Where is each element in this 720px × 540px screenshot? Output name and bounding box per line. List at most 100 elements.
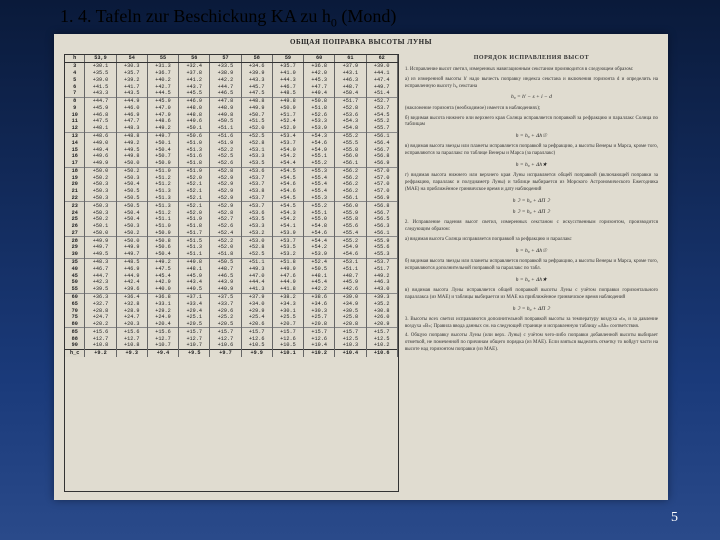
foot-cell: +10.6	[366, 349, 397, 356]
data-cell: +52.0	[179, 174, 210, 181]
table-row: 27+50.0+50.2+50.9+51.7+52.4+53.2+53.9+54…	[65, 230, 397, 237]
data-cell: +44.7	[85, 97, 116, 104]
data-cell: +43.9	[210, 279, 241, 286]
data-cell: +54.9	[304, 146, 335, 153]
data-cell: +45.4	[304, 279, 335, 286]
data-cell: +55.2	[335, 237, 366, 244]
table-row: 21+50.3+50.5+51.3+52.1+52.9+53.8+54.6+55…	[65, 188, 397, 195]
data-cell: +57.0	[366, 181, 397, 188]
data-cell: +25.7	[304, 314, 335, 321]
data-cell: +53.3	[304, 118, 335, 125]
data-cell: +25.8	[335, 314, 366, 321]
stub-cell: 28	[65, 237, 85, 244]
data-cell: +10.7	[179, 342, 210, 349]
table-row: 25+50.2+50.4+51.1+51.9+52.7+53.5+54.2+55…	[65, 216, 397, 223]
instr-p1: 1. Исправление высот светил, измеренных …	[405, 67, 658, 74]
table-col-header: 59	[272, 55, 303, 62]
data-cell: +52.5	[241, 251, 272, 258]
data-cell: +34.6	[241, 62, 272, 69]
data-cell: +45.4	[147, 272, 178, 279]
formula-7: h☽ = h₀ + ΔΠ☽	[405, 306, 658, 313]
data-cell: +12.6	[241, 335, 272, 342]
data-cell: +20.7	[272, 321, 303, 328]
data-cell: +49.5	[85, 251, 116, 258]
data-cell: +51.2	[147, 174, 178, 181]
data-cell: +26.0	[366, 314, 397, 321]
data-cell: +12.5	[366, 335, 397, 342]
data-cell: +55.5	[335, 139, 366, 146]
table-row: 80+20.2+20.3+20.4+20.5+20.5+20.6+20.7+20…	[65, 321, 397, 328]
data-cell: +50.8	[304, 97, 335, 104]
stub-cell: 5	[65, 76, 85, 83]
data-cell: +52.4	[304, 258, 335, 265]
data-cell: +33.7	[210, 300, 241, 307]
instr-p1b: (наклонение горизонта (необходимое) имее…	[405, 106, 658, 113]
table-row: 24+50.3+50.4+51.2+52.0+52.8+53.6+54.3+55…	[65, 209, 397, 216]
data-cell: +50.2	[116, 167, 147, 174]
data-cell: +32.8	[116, 300, 147, 307]
data-cell: +47.4	[366, 76, 397, 83]
formula-1: h₀ = h′ − s + i − d	[405, 94, 658, 101]
data-cell: +55.6	[335, 223, 366, 230]
data-cell: +54.0	[272, 146, 303, 153]
stub-cell: 35	[65, 258, 85, 265]
data-cell: +46.9	[116, 111, 147, 118]
data-cell: +15.6	[147, 328, 178, 335]
data-cell: +50.0	[116, 237, 147, 244]
instr-p9: 4. Общую поправку высоты Луны (или верх.…	[405, 333, 658, 353]
data-cell: +50.1	[147, 139, 178, 146]
data-cell: +57.0	[366, 188, 397, 195]
data-cell: +52.6	[210, 160, 241, 167]
data-cell: +50.0	[116, 160, 147, 167]
data-cell: +46.0	[116, 104, 147, 111]
data-cell: +49.7	[147, 132, 178, 139]
stub-cell: 19	[65, 174, 85, 181]
stub-cell: 45	[65, 272, 85, 279]
data-cell: +52.2	[210, 146, 241, 153]
data-cell: +24.7	[85, 314, 116, 321]
data-cell: +41.0	[272, 70, 303, 77]
stub-cell: 55	[65, 286, 85, 293]
table-row: 65+32.7+32.8+33.1+33.4+33.7+34.0+34.3+34…	[65, 300, 397, 307]
data-cell: +32.7	[85, 300, 116, 307]
stub-cell: 50	[65, 279, 85, 286]
instr-p8: 3. Высоты всех светил исправляются допол…	[405, 317, 658, 331]
data-cell: +49.2	[366, 272, 397, 279]
data-cell: +29.9	[241, 307, 272, 314]
data-cell: +52.0	[179, 209, 210, 216]
data-cell: +54.5	[366, 111, 397, 118]
data-cell: +38.6	[304, 293, 335, 300]
table-col-header: 60	[304, 55, 335, 62]
data-cell: +12.6	[272, 335, 303, 342]
data-cell: +55.3	[366, 251, 397, 258]
data-cell: +52.8	[241, 244, 272, 251]
data-cell: +55.2	[304, 160, 335, 167]
data-cell: +46.3	[366, 279, 397, 286]
data-cell: +10.2	[366, 342, 397, 349]
data-cell: +39.3	[366, 293, 397, 300]
data-cell: +50.3	[85, 181, 116, 188]
data-cell: +51.0	[147, 223, 178, 230]
table-row: 13+48.6+48.8+49.7+50.6+51.6+52.5+53.4+54…	[65, 132, 397, 139]
instr-p3: в) видимая высота звезды или планеты исп…	[405, 144, 658, 158]
data-cell: +51.3	[147, 195, 178, 202]
data-cell: +10.5	[241, 342, 272, 349]
data-cell: +10.3	[335, 342, 366, 349]
data-cell: +54.8	[304, 223, 335, 230]
data-cell: +47.7	[304, 83, 335, 90]
table-row: 40+46.7+46.9+47.5+48.1+48.7+49.3+49.9+50…	[65, 265, 397, 272]
data-cell: +49.2	[147, 258, 178, 265]
table-row: 88+12.7+12.7+12.7+12.7+12.7+12.6+12.6+12…	[65, 335, 397, 342]
data-cell: +42.4	[116, 279, 147, 286]
data-cell: +30.8	[366, 307, 397, 314]
heading-text-post: (Mond)	[337, 6, 397, 26]
data-cell: +46.9	[179, 97, 210, 104]
data-cell: +56.2	[335, 167, 366, 174]
data-cell: +55.9	[335, 209, 366, 216]
data-cell: +12.7	[210, 335, 241, 342]
table-row: 11+47.5+47.7+48.6+49.6+50.5+51.5+52.4+53…	[65, 118, 397, 125]
data-cell: +43.7	[179, 83, 210, 90]
data-cell: +56.0	[335, 202, 366, 209]
stub-cell: 18	[65, 167, 85, 174]
data-cell: +42.7	[147, 83, 178, 90]
